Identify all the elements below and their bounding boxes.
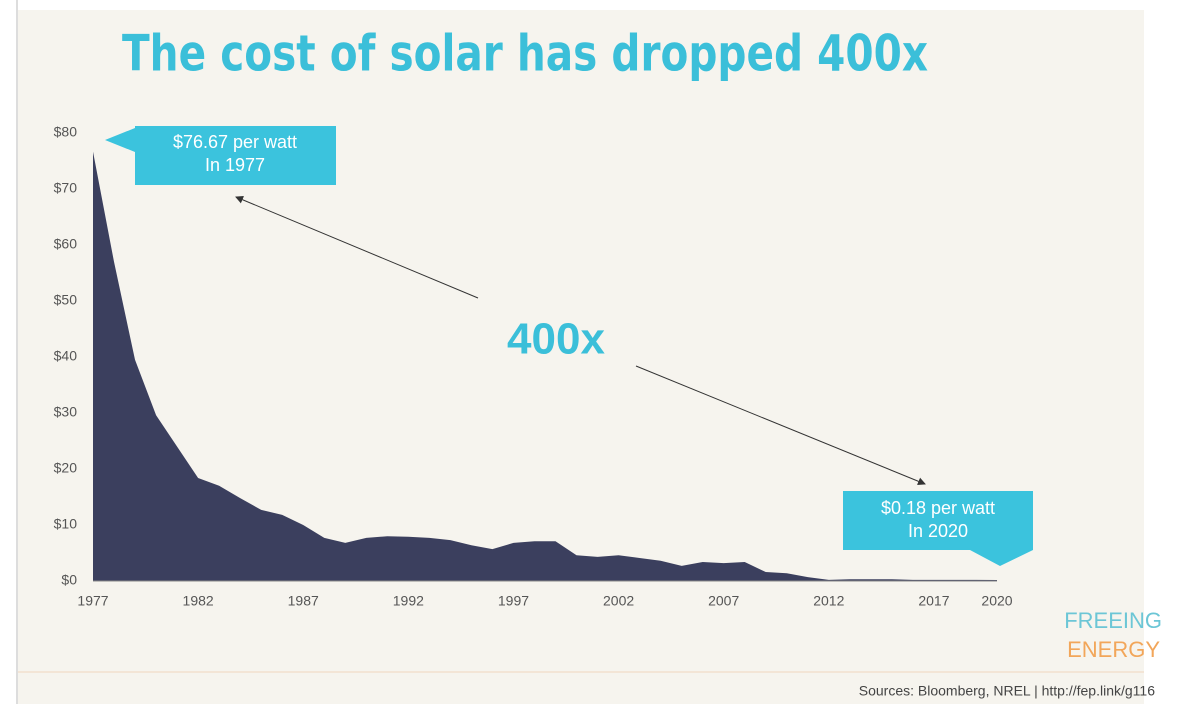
callout-text: In 1977 xyxy=(205,155,265,175)
x-tick-label: 1977 xyxy=(77,593,108,609)
area xyxy=(93,151,997,581)
x-tick-label: 2012 xyxy=(813,593,844,609)
x-tick-label: 1997 xyxy=(498,593,529,609)
chart-title: The cost of solar has dropped 400x xyxy=(122,25,928,83)
factor-label: 400x xyxy=(507,315,605,364)
y-tick-label: $10 xyxy=(54,516,78,532)
x-tick-label: 2017 xyxy=(918,593,949,609)
arrow xyxy=(635,365,926,486)
plot: $0 $10 $20 $30 $40 $50 $60 $70 $80 1977 1982 1987 19… xyxy=(54,124,1013,609)
logo-line: FREEING xyxy=(1064,608,1162,633)
callout-text: $0.18 per watt xyxy=(881,498,995,518)
y-tick-label: $50 xyxy=(54,292,78,308)
logo-line: ENERGY xyxy=(1067,637,1160,662)
y-tick-label: $40 xyxy=(54,348,78,364)
y-tick-label: $30 xyxy=(54,404,78,420)
callout-pointer xyxy=(970,550,1033,566)
callout-text: $76.67 per watt xyxy=(173,132,297,152)
x-tick-label: 2002 xyxy=(603,593,634,609)
source: Sources: Bloomberg, NREL | http://fep.li… xyxy=(859,683,1155,699)
callout-text: In 2020 xyxy=(908,521,968,541)
callout xyxy=(135,126,336,185)
x-tick-label: 1992 xyxy=(393,593,424,609)
callout xyxy=(843,491,1033,550)
y-tick-label: $80 xyxy=(54,124,78,140)
label-bg xyxy=(480,300,630,384)
y-tick-label: $0 xyxy=(61,572,77,588)
y-tick-label: $70 xyxy=(54,180,78,196)
left-strip xyxy=(0,0,18,704)
arrow xyxy=(235,196,479,299)
y-tick-label: $60 xyxy=(54,236,78,252)
x-tick-label: 1982 xyxy=(183,593,214,609)
x-tick-label: 1987 xyxy=(288,593,319,609)
callout-pointer xyxy=(105,128,135,152)
y-tick-label: $20 xyxy=(54,460,78,476)
x-tick-label: 2020 xyxy=(981,593,1012,609)
x-tick-label: 2007 xyxy=(708,593,739,609)
